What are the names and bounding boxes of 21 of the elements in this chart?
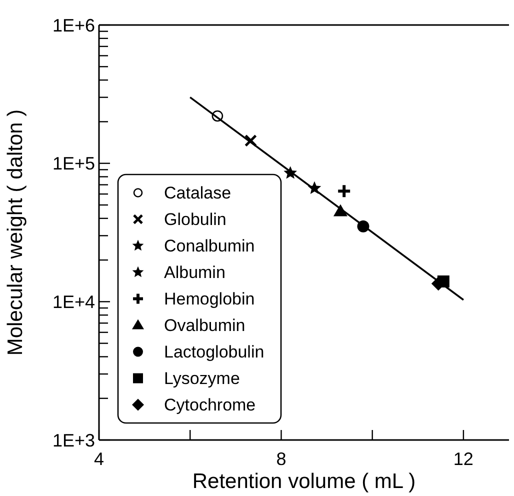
legend-label: Lactoglobulin [164,342,264,362]
y-tick-label: 1E+3 [52,430,95,450]
legend-label: Conalbumin [164,236,255,256]
legend-label: Hemoglobin [164,290,255,309]
point [336,184,352,199]
point [244,134,257,147]
legend-label: Ovalbumin [164,316,246,336]
x-tick-label: 12 [453,449,474,469]
x-tick-label: 8 [276,449,286,469]
y-axis-title: Molecular weight ( dalton ) [4,109,27,356]
legend-label: Globulin [164,210,226,230]
y-tick-label: 1E+6 [52,15,95,36]
y-tick-label: 1E+5 [52,154,95,174]
legend-label: Cytochrome [164,396,256,415]
y-tick-label: 1E+4 [52,292,95,312]
point [212,110,224,122]
legend-label: Albumin [164,263,226,282]
legend-label: Catalase [164,184,232,203]
x-tick-label: 4 [94,449,104,469]
legend-label: Lysozyme [164,369,240,388]
x-axis-title: Retention volume ( mL ) [192,470,416,493]
